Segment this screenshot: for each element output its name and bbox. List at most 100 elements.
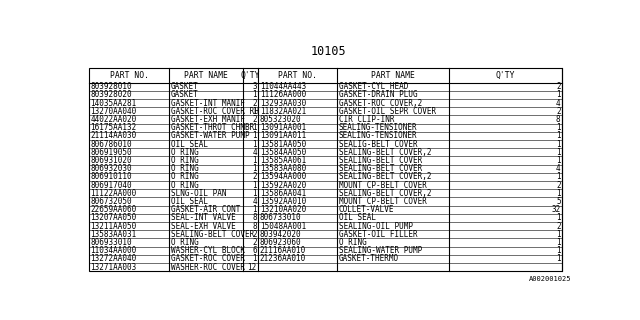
Text: 4: 4 [252,148,257,157]
Text: 13586AA041: 13586AA041 [260,189,306,198]
Text: SEALING-BELT COVER: SEALING-BELT COVER [171,230,254,239]
Text: COLLET-VALVE: COLLET-VALVE [339,205,394,214]
Text: 1: 1 [252,107,257,116]
Text: PART NAME: PART NAME [371,71,415,80]
Text: 13091AA011: 13091AA011 [260,132,306,140]
Text: 803928010: 803928010 [90,82,132,91]
Text: SEALING-BELT COVER,2: SEALING-BELT COVER,2 [339,172,431,181]
Text: 13584AA050: 13584AA050 [260,148,306,157]
Text: 13091AA001: 13091AA001 [260,123,306,132]
Text: 2: 2 [252,99,257,108]
Text: SEAL-INT VALVE: SEAL-INT VALVE [171,213,236,222]
Text: 13592AA020: 13592AA020 [260,180,306,190]
Text: GASKET-ROC COVER,2: GASKET-ROC COVER,2 [339,99,422,108]
Text: GASKET-INT MANIF: GASKET-INT MANIF [171,99,245,108]
Text: SEALING-BELT COVER: SEALING-BELT COVER [339,156,422,165]
Text: 32: 32 [552,205,561,214]
Text: 1: 1 [556,140,561,148]
Text: GASKET-THERMO: GASKET-THERMO [339,254,399,263]
Text: 4: 4 [556,99,561,108]
Text: 13583AA031: 13583AA031 [90,230,137,239]
Text: 1: 1 [556,246,561,255]
Text: WASHER-ROC COVER: WASHER-ROC COVER [171,263,245,272]
Text: 1: 1 [252,164,257,173]
Text: 13211AA050: 13211AA050 [90,222,137,231]
Text: SEALIG-BELT COVER: SEALIG-BELT COVER [339,140,417,148]
Text: 806786010: 806786010 [90,140,132,148]
Text: 1: 1 [252,180,257,190]
Text: MOUNT CP-BELT COVER: MOUNT CP-BELT COVER [339,197,427,206]
Text: 13207AA050: 13207AA050 [90,213,137,222]
Text: 4: 4 [556,164,561,173]
Text: 44022AA020: 44022AA020 [90,115,137,124]
Text: O RING: O RING [171,180,198,190]
Text: 1: 1 [252,91,257,100]
Text: 1: 1 [556,156,561,165]
Text: 1: 1 [556,91,561,100]
Text: MOUNT CP-BELT COVER: MOUNT CP-BELT COVER [339,180,427,190]
Text: SEALING-TENSIONER: SEALING-TENSIONER [339,132,417,140]
Text: 15048AA001: 15048AA001 [260,222,306,231]
Text: 806923060: 806923060 [260,238,301,247]
Text: 16175AA132: 16175AA132 [90,123,137,132]
Text: O RING: O RING [171,238,198,247]
Text: 1: 1 [252,254,257,263]
Text: 21114AA030: 21114AA030 [90,132,137,140]
Text: 11832AA021: 11832AA021 [260,107,306,116]
Text: 12: 12 [248,263,257,272]
Text: GASKET-OIL FILLER: GASKET-OIL FILLER [339,230,417,239]
Text: 1: 1 [556,238,561,247]
Text: 2: 2 [252,172,257,181]
Text: 806917040: 806917040 [90,180,132,190]
Text: 2: 2 [252,230,257,239]
Text: 5: 5 [556,197,561,206]
Text: 13585AA061: 13585AA061 [260,156,306,165]
Text: 13210AA020: 13210AA020 [260,205,306,214]
Text: CIR CLIP-INR: CIR CLIP-INR [339,115,394,124]
Text: 13581AA050: 13581AA050 [260,140,306,148]
Text: GASKET: GASKET [171,82,198,91]
Text: GASKET-DRAIN PLUG: GASKET-DRAIN PLUG [339,91,417,100]
Text: 1: 1 [556,254,561,263]
Text: SEALING-BELT COVER: SEALING-BELT COVER [339,164,422,173]
Text: O RING: O RING [171,156,198,165]
Text: 2: 2 [252,115,257,124]
Text: 8: 8 [252,213,257,222]
Text: 13594AA000: 13594AA000 [260,172,306,181]
Text: 11126AA000: 11126AA000 [260,91,306,100]
Bar [89,68,562,271]
Text: 805323020: 805323020 [260,115,301,124]
Text: PART NO.: PART NO. [109,71,148,80]
Text: 13270AA040: 13270AA040 [90,107,137,116]
Text: SEAL-EXH VALVE: SEAL-EXH VALVE [171,222,236,231]
Text: 1: 1 [556,230,561,239]
Text: 806919050: 806919050 [90,148,132,157]
Text: 1: 1 [252,156,257,165]
Text: 14035AA281: 14035AA281 [90,99,137,108]
Text: 1: 1 [252,189,257,198]
Text: SEALING-WATER PUMP: SEALING-WATER PUMP [339,246,422,255]
Text: 22659AA060: 22659AA060 [90,205,137,214]
Text: O RING: O RING [171,164,198,173]
Text: Q'TY: Q'TY [495,71,515,80]
Text: 2: 2 [252,238,257,247]
Text: 3: 3 [252,82,257,91]
Text: 803942020: 803942020 [260,230,301,239]
Text: 806933010: 806933010 [90,238,132,247]
Text: SEALING-BELT COVER,2: SEALING-BELT COVER,2 [339,148,431,157]
Text: 1: 1 [556,189,561,198]
Text: GASKET-AIR CONT: GASKET-AIR CONT [171,205,240,214]
Text: 13293AA030: 13293AA030 [260,99,306,108]
Text: 2: 2 [556,180,561,190]
Text: 21116AA010: 21116AA010 [260,246,306,255]
Text: SEALING-TENSIONER: SEALING-TENSIONER [339,123,417,132]
Text: 1: 1 [252,205,257,214]
Text: WASHER-CYL BLOCK: WASHER-CYL BLOCK [171,246,245,255]
Text: 1: 1 [556,132,561,140]
Text: 1: 1 [556,123,561,132]
Text: 2: 2 [556,107,561,116]
Text: GASKET-THROT CHMBR: GASKET-THROT CHMBR [171,123,254,132]
Text: 11122AA000: 11122AA000 [90,189,137,198]
Text: PART NAME: PART NAME [184,71,228,80]
Text: 11034AA000: 11034AA000 [90,246,137,255]
